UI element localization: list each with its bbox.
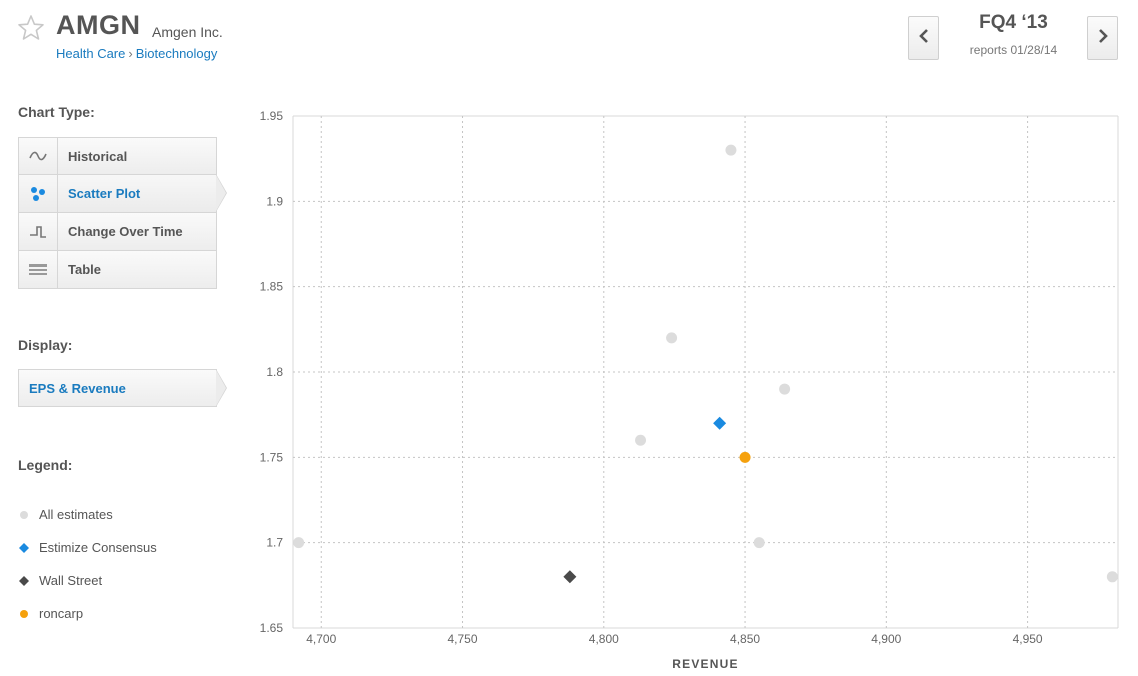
point-all-estimates[interactable] bbox=[635, 434, 647, 446]
y-tick-label: 1.85 bbox=[260, 280, 284, 294]
y-tick-label: 1.65 bbox=[260, 621, 284, 635]
legend-item-wall-street: Wall Street bbox=[18, 564, 157, 597]
diamond-marker-icon bbox=[18, 542, 30, 554]
ticker-symbol: AMGN bbox=[56, 10, 141, 40]
chart-type-label: Historical bbox=[68, 148, 128, 164]
point-all-estimates[interactable] bbox=[293, 537, 305, 549]
scatter-dots-icon bbox=[19, 175, 58, 212]
chart-type-label: Change Over Time bbox=[68, 224, 183, 239]
legend-label: Wall Street bbox=[39, 573, 103, 588]
breadcrumb-separator: › bbox=[128, 46, 133, 61]
chart-type-table-button[interactable]: Table bbox=[18, 251, 217, 289]
x-axis-title: REVENUE bbox=[672, 657, 738, 671]
next-quarter-button[interactable] bbox=[1087, 16, 1118, 60]
company-name: Amgen Inc. bbox=[152, 24, 223, 40]
table-icon bbox=[19, 251, 58, 288]
wave-icon bbox=[19, 138, 58, 174]
legend-label: All estimates bbox=[39, 507, 113, 522]
chevron-left-icon bbox=[918, 28, 930, 49]
legend-label: Estimize Consensus bbox=[39, 540, 157, 555]
breadcrumb: Health Care › Biotechnology bbox=[56, 46, 217, 61]
breadcrumb-sector-link[interactable]: Health Care bbox=[56, 46, 126, 61]
point-roncarp[interactable] bbox=[739, 451, 751, 463]
previous-quarter-button[interactable] bbox=[908, 16, 939, 60]
diamond-marker-icon bbox=[18, 575, 30, 587]
step-line-icon bbox=[19, 213, 58, 250]
legend-heading: Legend: bbox=[18, 457, 73, 473]
legend-label: roncarp bbox=[39, 606, 84, 621]
point-wall-street[interactable] bbox=[563, 570, 577, 584]
chart-type-heading: Chart Type: bbox=[18, 104, 95, 120]
circle-marker-icon bbox=[18, 509, 30, 521]
point-all-estimates[interactable] bbox=[666, 332, 678, 344]
chevron-right-icon bbox=[1097, 28, 1109, 49]
y-tick-label: 1.9 bbox=[266, 194, 283, 208]
breadcrumb-industry-link[interactable]: Biotechnology bbox=[135, 46, 218, 61]
display-eps-revenue-button[interactable]: EPS & Revenue bbox=[18, 369, 227, 407]
chart-type-label: Scatter Plot bbox=[68, 186, 141, 201]
display-heading: Display: bbox=[18, 337, 73, 353]
circle-marker-icon bbox=[18, 608, 30, 620]
header: AMGN Amgen Inc. Health Care › Biotechnolog… bbox=[0, 0, 1138, 80]
chart-type-scatter-plot-button[interactable]: Scatter Plot bbox=[18, 174, 227, 213]
y-tick-label: 1.75 bbox=[260, 450, 284, 464]
legend-item-estimize-consensus: Estimize Consensus bbox=[18, 531, 157, 564]
x-tick-label: 4,750 bbox=[448, 632, 478, 646]
chart-type-label: Table bbox=[68, 262, 101, 277]
legend-item-all-estimates: All estimates bbox=[18, 498, 157, 531]
point-all-estimates[interactable] bbox=[1106, 571, 1118, 583]
report-date: reports 01/28/14 bbox=[969, 43, 1058, 57]
data-points bbox=[293, 144, 1118, 584]
y-tick-label: 1.95 bbox=[260, 109, 284, 123]
chart-type-change-over-time-button[interactable]: Change Over Time bbox=[18, 213, 217, 251]
star-icon[interactable] bbox=[17, 14, 45, 42]
x-tick-label: 4,950 bbox=[1013, 632, 1043, 646]
chart-type-group: Historical Scatter Plot Change Over Time… bbox=[18, 137, 227, 289]
axis-ticks: 1.65 1.7 1.75 1.8 1.85 1.9 1.95 4,700 4,750 4,800… bbox=[260, 109, 1043, 646]
y-tick-label: 1.8 bbox=[266, 365, 283, 379]
x-tick-label: 4,900 bbox=[871, 632, 901, 646]
y-tick-label: 1.7 bbox=[266, 536, 283, 550]
scatter-chart: 1.65 1.7 1.75 1.8 1.85 1.9 1.95 4,700 4,750 4,800… bbox=[260, 109, 1119, 671]
point-all-estimates[interactable] bbox=[779, 383, 791, 395]
legend: All estimates Estimize Consensus Wall St… bbox=[18, 498, 157, 630]
point-estimize-consensus[interactable] bbox=[713, 416, 727, 430]
x-tick-label: 4,850 bbox=[730, 632, 760, 646]
point-all-estimates[interactable] bbox=[753, 537, 765, 549]
x-tick-label: 4,700 bbox=[306, 632, 336, 646]
x-tick-label: 4,800 bbox=[589, 632, 619, 646]
legend-item-roncarp: roncarp bbox=[18, 597, 157, 630]
chart-type-historical-button[interactable]: Historical bbox=[18, 137, 217, 175]
point-all-estimates[interactable] bbox=[725, 144, 737, 156]
grid bbox=[292, 115, 1119, 629]
quarter-label: FQ4 ‘13 bbox=[979, 12, 1048, 33]
